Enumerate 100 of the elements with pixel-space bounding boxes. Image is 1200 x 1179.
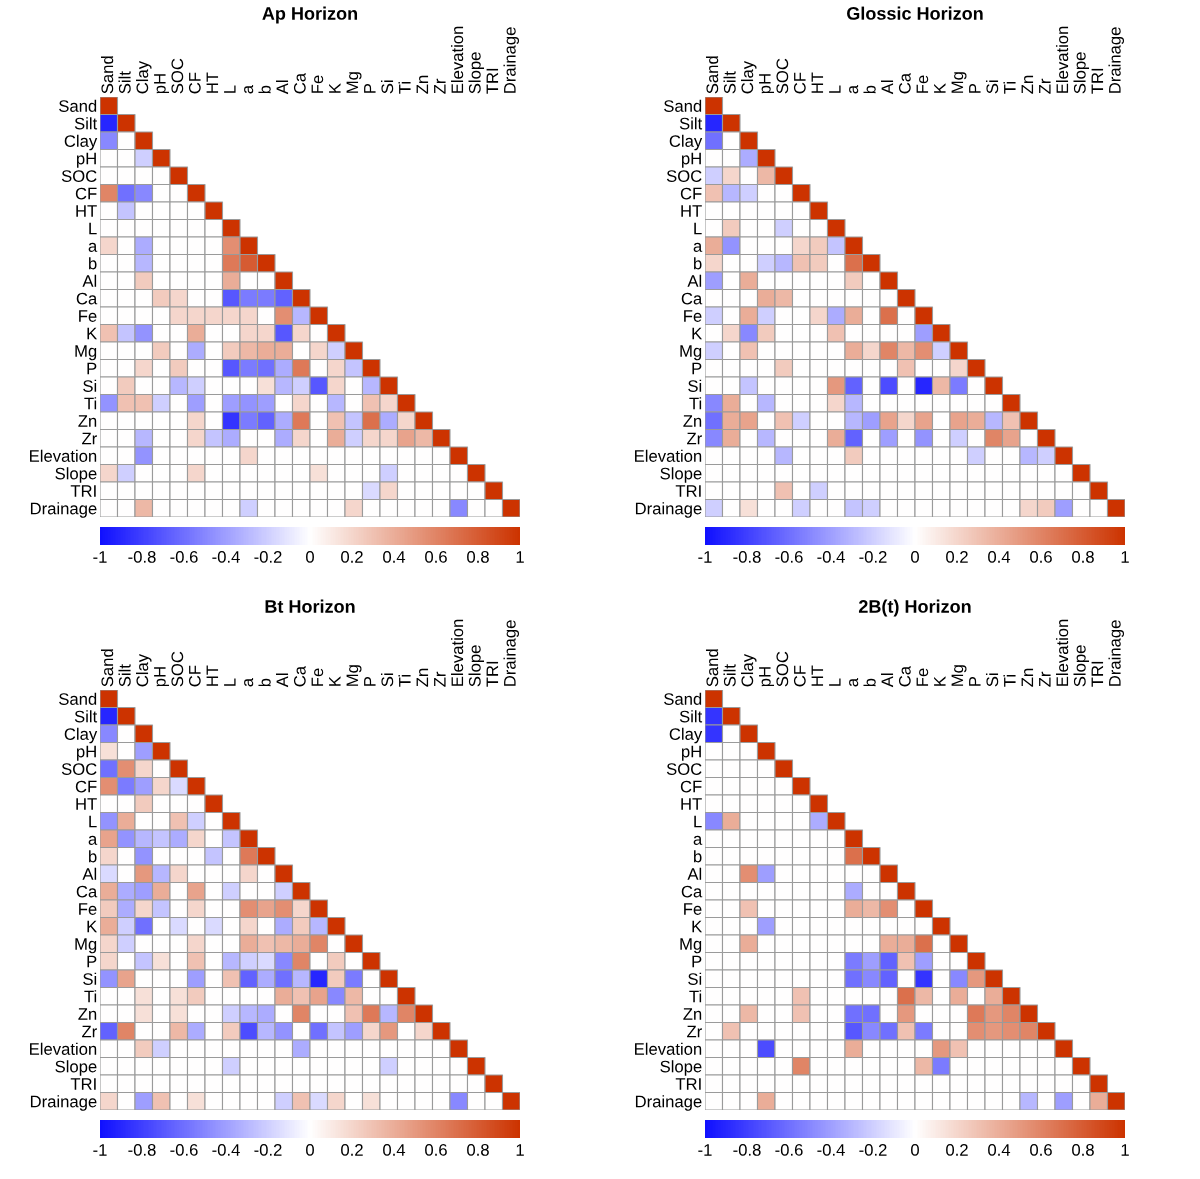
- y-tick-label: Ca: [76, 292, 98, 305]
- x-tick-label: b: [258, 678, 271, 687]
- y-tick-label: Mg: [680, 345, 702, 361]
- x-tick-label: Fe: [311, 668, 324, 686]
- y-tick-label: Clay: [669, 134, 703, 151]
- x-tick-label: Fe: [916, 668, 929, 686]
- color-bar-label: 0.4: [383, 1144, 406, 1156]
- y-tick-label: L: [89, 815, 97, 828]
- x-tick-label: Slope: [1073, 52, 1090, 94]
- chart-title: Glossic Horizon: [847, 6, 983, 20]
- y-tick-label: CF: [75, 780, 97, 793]
- color-bar-label: 0.4: [988, 1144, 1011, 1156]
- x-tick-label: CF: [188, 665, 201, 687]
- color-bar-label: 0.4: [383, 551, 406, 563]
- y-tick-label: Sand: [664, 99, 702, 112]
- y-tick-label: Ca: [76, 885, 98, 898]
- y-tick-label: a: [693, 242, 703, 252]
- x-tick-label: Zn: [416, 668, 429, 687]
- x-tick-label: Zr: [434, 78, 446, 94]
- x-tick-label: SOC: [776, 58, 789, 94]
- x-tick-label: CF: [793, 72, 806, 94]
- x-tick-label: Ti: [1003, 675, 1016, 687]
- y-tick-label: a: [88, 835, 98, 845]
- color-bar-label: 0.6: [1030, 551, 1052, 563]
- y-tick-label: L: [694, 815, 702, 828]
- x-tick-label: Slope: [468, 52, 485, 94]
- x-tick-label: Clay: [740, 653, 757, 687]
- color-bar-label: -0.6: [170, 1144, 198, 1156]
- y-tick-label: L: [89, 222, 97, 235]
- y-tick-label: Ti: [84, 397, 97, 410]
- color-bar-label: -1: [698, 1144, 712, 1156]
- color-bar-label: -0.6: [775, 1144, 803, 1156]
- y-tick-label: Si: [83, 379, 97, 392]
- x-tick-label: K: [934, 83, 946, 93]
- x-tick-label: Silt: [118, 71, 131, 94]
- y-tick-label: TRI: [675, 1078, 701, 1090]
- y-tick-label: K: [692, 920, 703, 933]
- color-bar-label: -0.2: [254, 551, 282, 563]
- y-tick-label: Al: [687, 867, 702, 880]
- y-tick-label: Sand: [664, 692, 702, 705]
- y-tick-label: Slope: [55, 1060, 97, 1076]
- color-bar-label: -0.6: [170, 551, 198, 563]
- y-tick-label: Zr: [687, 1025, 702, 1038]
- y-tick-label: Si: [83, 972, 97, 985]
- color-bar-label: 0.2: [946, 1144, 968, 1156]
- color-bar-label: 0: [911, 551, 919, 563]
- y-tick-label: Clay: [669, 727, 703, 744]
- x-tick-label: TRI: [486, 661, 499, 687]
- y-tick-label: Silt: [74, 117, 98, 130]
- x-tick-label: SOC: [171, 58, 184, 94]
- x-tick-label: Clay: [740, 60, 757, 94]
- y-tick-label: Fe: [684, 310, 702, 322]
- color-bar-label: 0.2: [946, 551, 968, 563]
- y-tick-label: Al: [82, 274, 97, 287]
- y-tick-label: Drainage: [635, 502, 702, 518]
- color-bar-label: 0.6: [425, 1144, 447, 1156]
- y-tick-label: Drainage: [635, 1095, 702, 1111]
- y-tick-label: pH: [681, 152, 701, 168]
- color-bar-label: 0.2: [341, 1144, 363, 1156]
- x-tick-label: pH: [154, 74, 170, 94]
- x-tick-label: HT: [811, 665, 824, 686]
- x-tick-label: Fe: [311, 75, 324, 93]
- x-tick-label: Zr: [1039, 671, 1051, 687]
- y-tick-label: Mg: [75, 345, 97, 361]
- x-tick-label: Zn: [1021, 75, 1034, 94]
- color-bar-label: -0.2: [859, 1144, 887, 1156]
- x-tick-label: Mg: [346, 665, 362, 686]
- y-tick-label: Elevation: [635, 449, 702, 462]
- y-tick-label: pH: [681, 745, 701, 761]
- chart-title: 2B(t) Horizon: [858, 599, 971, 617]
- y-tick-label: b: [89, 850, 97, 863]
- x-tick-label: Silt: [118, 664, 131, 687]
- y-tick-label: Mg: [680, 938, 702, 954]
- x-tick-label: SOC: [171, 651, 184, 687]
- x-tick-label: Al: [275, 80, 289, 95]
- y-tick-label: Fe: [684, 903, 702, 915]
- x-tick-label: L: [829, 678, 841, 686]
- y-tick-label: Silt: [679, 117, 703, 130]
- x-tick-label: TRI: [1091, 661, 1104, 687]
- y-tick-label: Slope: [55, 467, 97, 483]
- x-tick-label: Al: [275, 673, 289, 688]
- x-tick-label: Drainage: [503, 620, 520, 686]
- y-tick-label: L: [694, 222, 702, 235]
- x-tick-label: pH: [759, 667, 775, 687]
- x-tick-label: Si: [985, 673, 999, 687]
- x-tick-label: P: [364, 676, 376, 686]
- y-tick-label: K: [87, 327, 98, 340]
- x-tick-label: K: [329, 676, 341, 686]
- x-tick-label: Si: [380, 673, 394, 687]
- x-tick-label: SOC: [776, 651, 789, 687]
- color-bar-label: -0.4: [817, 551, 845, 563]
- x-tick-label: a: [244, 677, 254, 687]
- y-tick-label: Ca: [681, 292, 703, 305]
- y-tick-label: Slope: [660, 467, 702, 483]
- x-tick-label: CF: [793, 665, 806, 687]
- x-tick-label: Mg: [951, 665, 967, 686]
- color-bar-label: -1: [93, 1144, 107, 1156]
- y-tick-label: HT: [76, 205, 97, 217]
- x-tick-label: P: [969, 83, 981, 93]
- x-tick-label: b: [863, 85, 876, 94]
